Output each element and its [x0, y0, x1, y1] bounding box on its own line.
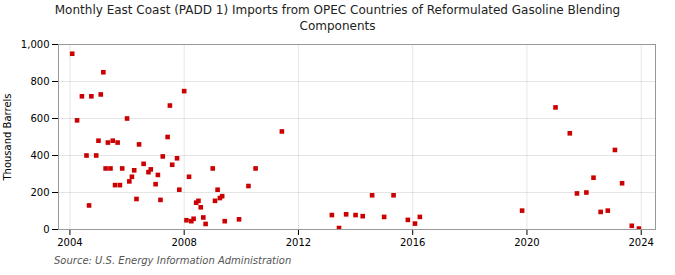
svg-text:2004: 2004 [57, 237, 82, 248]
html-text:Monthly East Coast (PADD 1) Im: Monthly East Coast (PADD 1) Imports from… [54, 3, 621, 33]
svg-text:400: 400 [30, 150, 49, 161]
svg-text:0: 0 [43, 224, 49, 235]
svg-text:1,000: 1,000 [21, 39, 50, 50]
svg-text:2016: 2016 [400, 237, 425, 248]
svg-text:2024: 2024 [628, 237, 653, 248]
html-text:Source: U.S. Energy Informatio: Source: U.S. Energy Information Administ… [54, 255, 292, 267]
svg-text:Thousand Barrels: Thousand Barrels [2, 94, 13, 182]
svg-text:2012: 2012 [286, 237, 311, 248]
svg-text:2008: 2008 [171, 237, 196, 248]
svg-text:600: 600 [30, 113, 49, 124]
svg-text:2020: 2020 [514, 237, 539, 248]
svg-text:800: 800 [30, 76, 49, 87]
svg-text:200: 200 [30, 187, 49, 198]
